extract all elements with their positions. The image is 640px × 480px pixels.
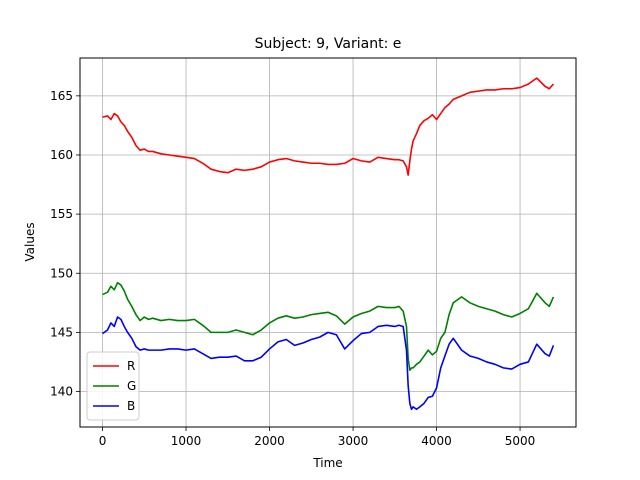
y-tick-label: 140 [50,385,73,399]
axis-ticks: 0 1000 2000 3000 4000 5000 140 145 150 155 160 165 [50,89,535,448]
y-tick-label: 160 [50,148,73,162]
legend-label-R: R [127,359,135,373]
y-tick-label: 145 [50,325,73,339]
chart-title: Subject: 9, Variant: e [255,36,402,52]
x-tick-label: 5000 [505,434,536,448]
x-tick-label: 0 [99,434,107,448]
y-tick-label: 150 [50,266,73,280]
y-tick-label: 155 [50,207,73,221]
series-line-B [102,316,555,411]
x-tick-label: 4000 [421,434,452,448]
x-axis-label: Time [312,456,342,470]
legend-label-B: B [127,399,135,413]
y-axis-label: Values [23,222,37,261]
plot-area-frame [79,57,577,428]
legend: RGB [86,351,140,421]
x-tick-label: 1000 [171,434,202,448]
legend-label-G: G [127,379,136,393]
grid [80,58,576,427]
series-line-R [102,77,555,176]
series-line-G [102,281,555,372]
series-group [102,77,555,411]
x-tick-label: 2000 [254,434,285,448]
y-tick-label: 165 [50,89,73,103]
x-tick-label: 3000 [338,434,369,448]
